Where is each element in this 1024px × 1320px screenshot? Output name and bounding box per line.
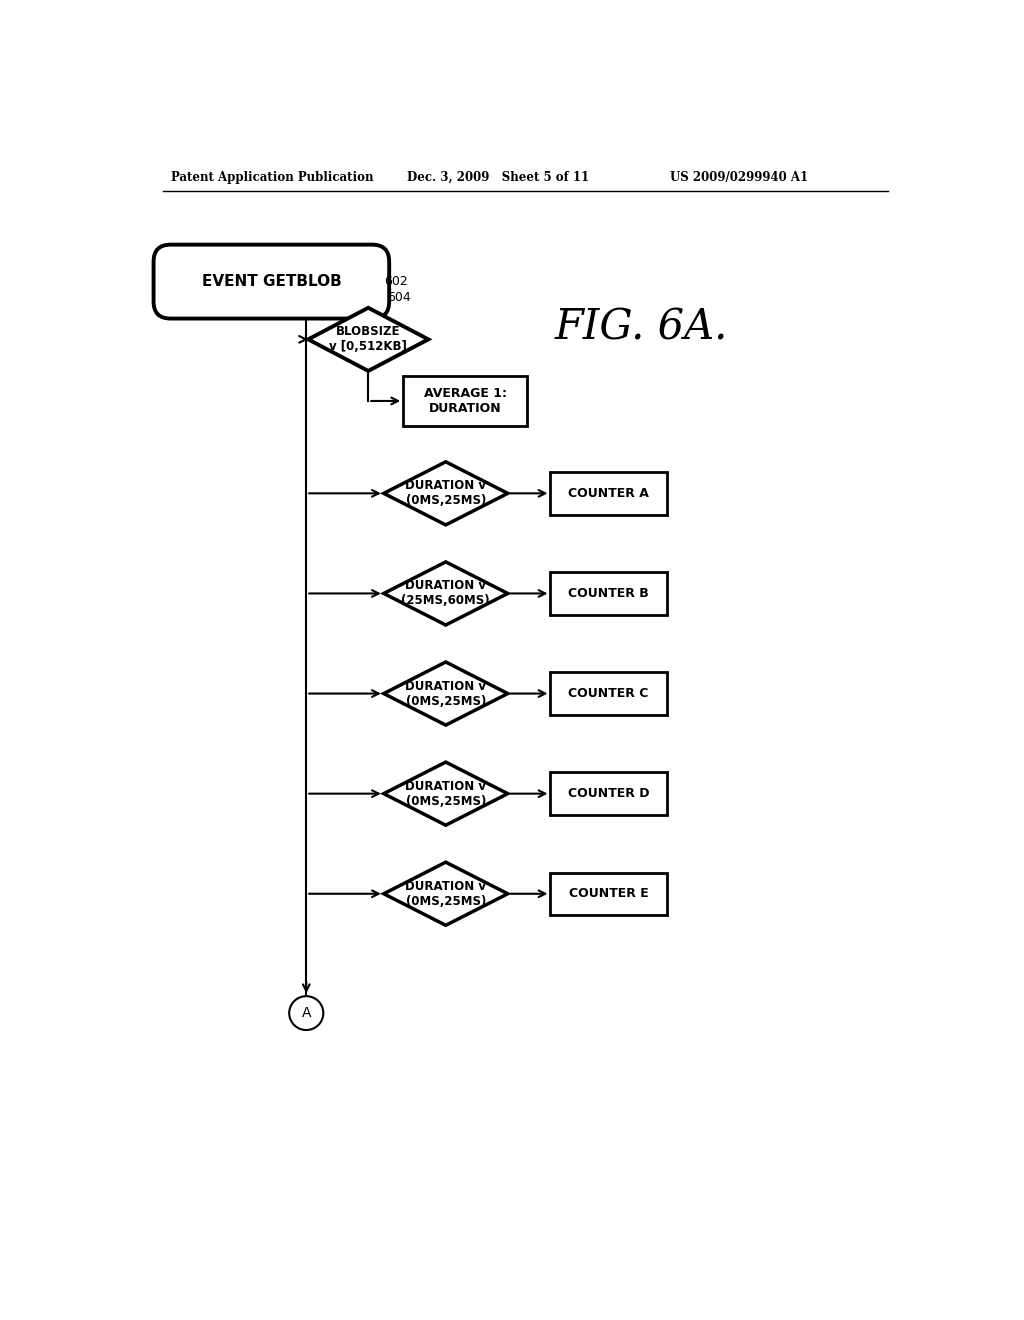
Text: DURATION v
(0MS,25MS): DURATION v (0MS,25MS) — [406, 879, 486, 908]
Text: 604: 604 — [388, 290, 412, 304]
FancyBboxPatch shape — [403, 376, 527, 426]
Polygon shape — [384, 562, 508, 626]
Text: COUNTER E: COUNTER E — [568, 887, 648, 900]
Text: COUNTER C: COUNTER C — [568, 686, 648, 700]
Text: DURATION v
(0MS,25MS): DURATION v (0MS,25MS) — [406, 680, 486, 708]
Text: COUNTER B: COUNTER B — [568, 587, 649, 601]
FancyBboxPatch shape — [550, 573, 667, 615]
Text: A: A — [301, 1006, 311, 1020]
FancyBboxPatch shape — [550, 473, 667, 515]
Text: BLOBSIZE
v [0,512KB]: BLOBSIZE v [0,512KB] — [330, 325, 408, 354]
Text: EVENT GETBLOB: EVENT GETBLOB — [202, 275, 341, 289]
Text: COUNTER A: COUNTER A — [568, 487, 649, 500]
Text: Dec. 3, 2009   Sheet 5 of 11: Dec. 3, 2009 Sheet 5 of 11 — [407, 172, 589, 185]
Text: US 2009/0299940 A1: US 2009/0299940 A1 — [671, 172, 809, 185]
FancyBboxPatch shape — [550, 772, 667, 814]
Text: AVERAGE 1:
DURATION: AVERAGE 1: DURATION — [424, 387, 507, 414]
Text: Patent Application Publication: Patent Application Publication — [171, 172, 373, 185]
Circle shape — [289, 997, 324, 1030]
Text: DURATION v
(0MS,25MS): DURATION v (0MS,25MS) — [406, 479, 486, 507]
Text: FIG. 6A.: FIG. 6A. — [554, 306, 728, 348]
Polygon shape — [384, 762, 508, 825]
FancyBboxPatch shape — [154, 244, 389, 318]
Polygon shape — [384, 862, 508, 925]
Text: 602: 602 — [384, 275, 408, 288]
Text: DURATION v
(0MS,25MS): DURATION v (0MS,25MS) — [406, 780, 486, 808]
Polygon shape — [384, 663, 508, 725]
FancyBboxPatch shape — [550, 873, 667, 915]
Polygon shape — [384, 462, 508, 525]
Text: COUNTER D: COUNTER D — [567, 787, 649, 800]
Text: DURATION v
(25MS,60MS): DURATION v (25MS,60MS) — [401, 579, 490, 607]
FancyBboxPatch shape — [550, 672, 667, 714]
Polygon shape — [308, 308, 428, 371]
